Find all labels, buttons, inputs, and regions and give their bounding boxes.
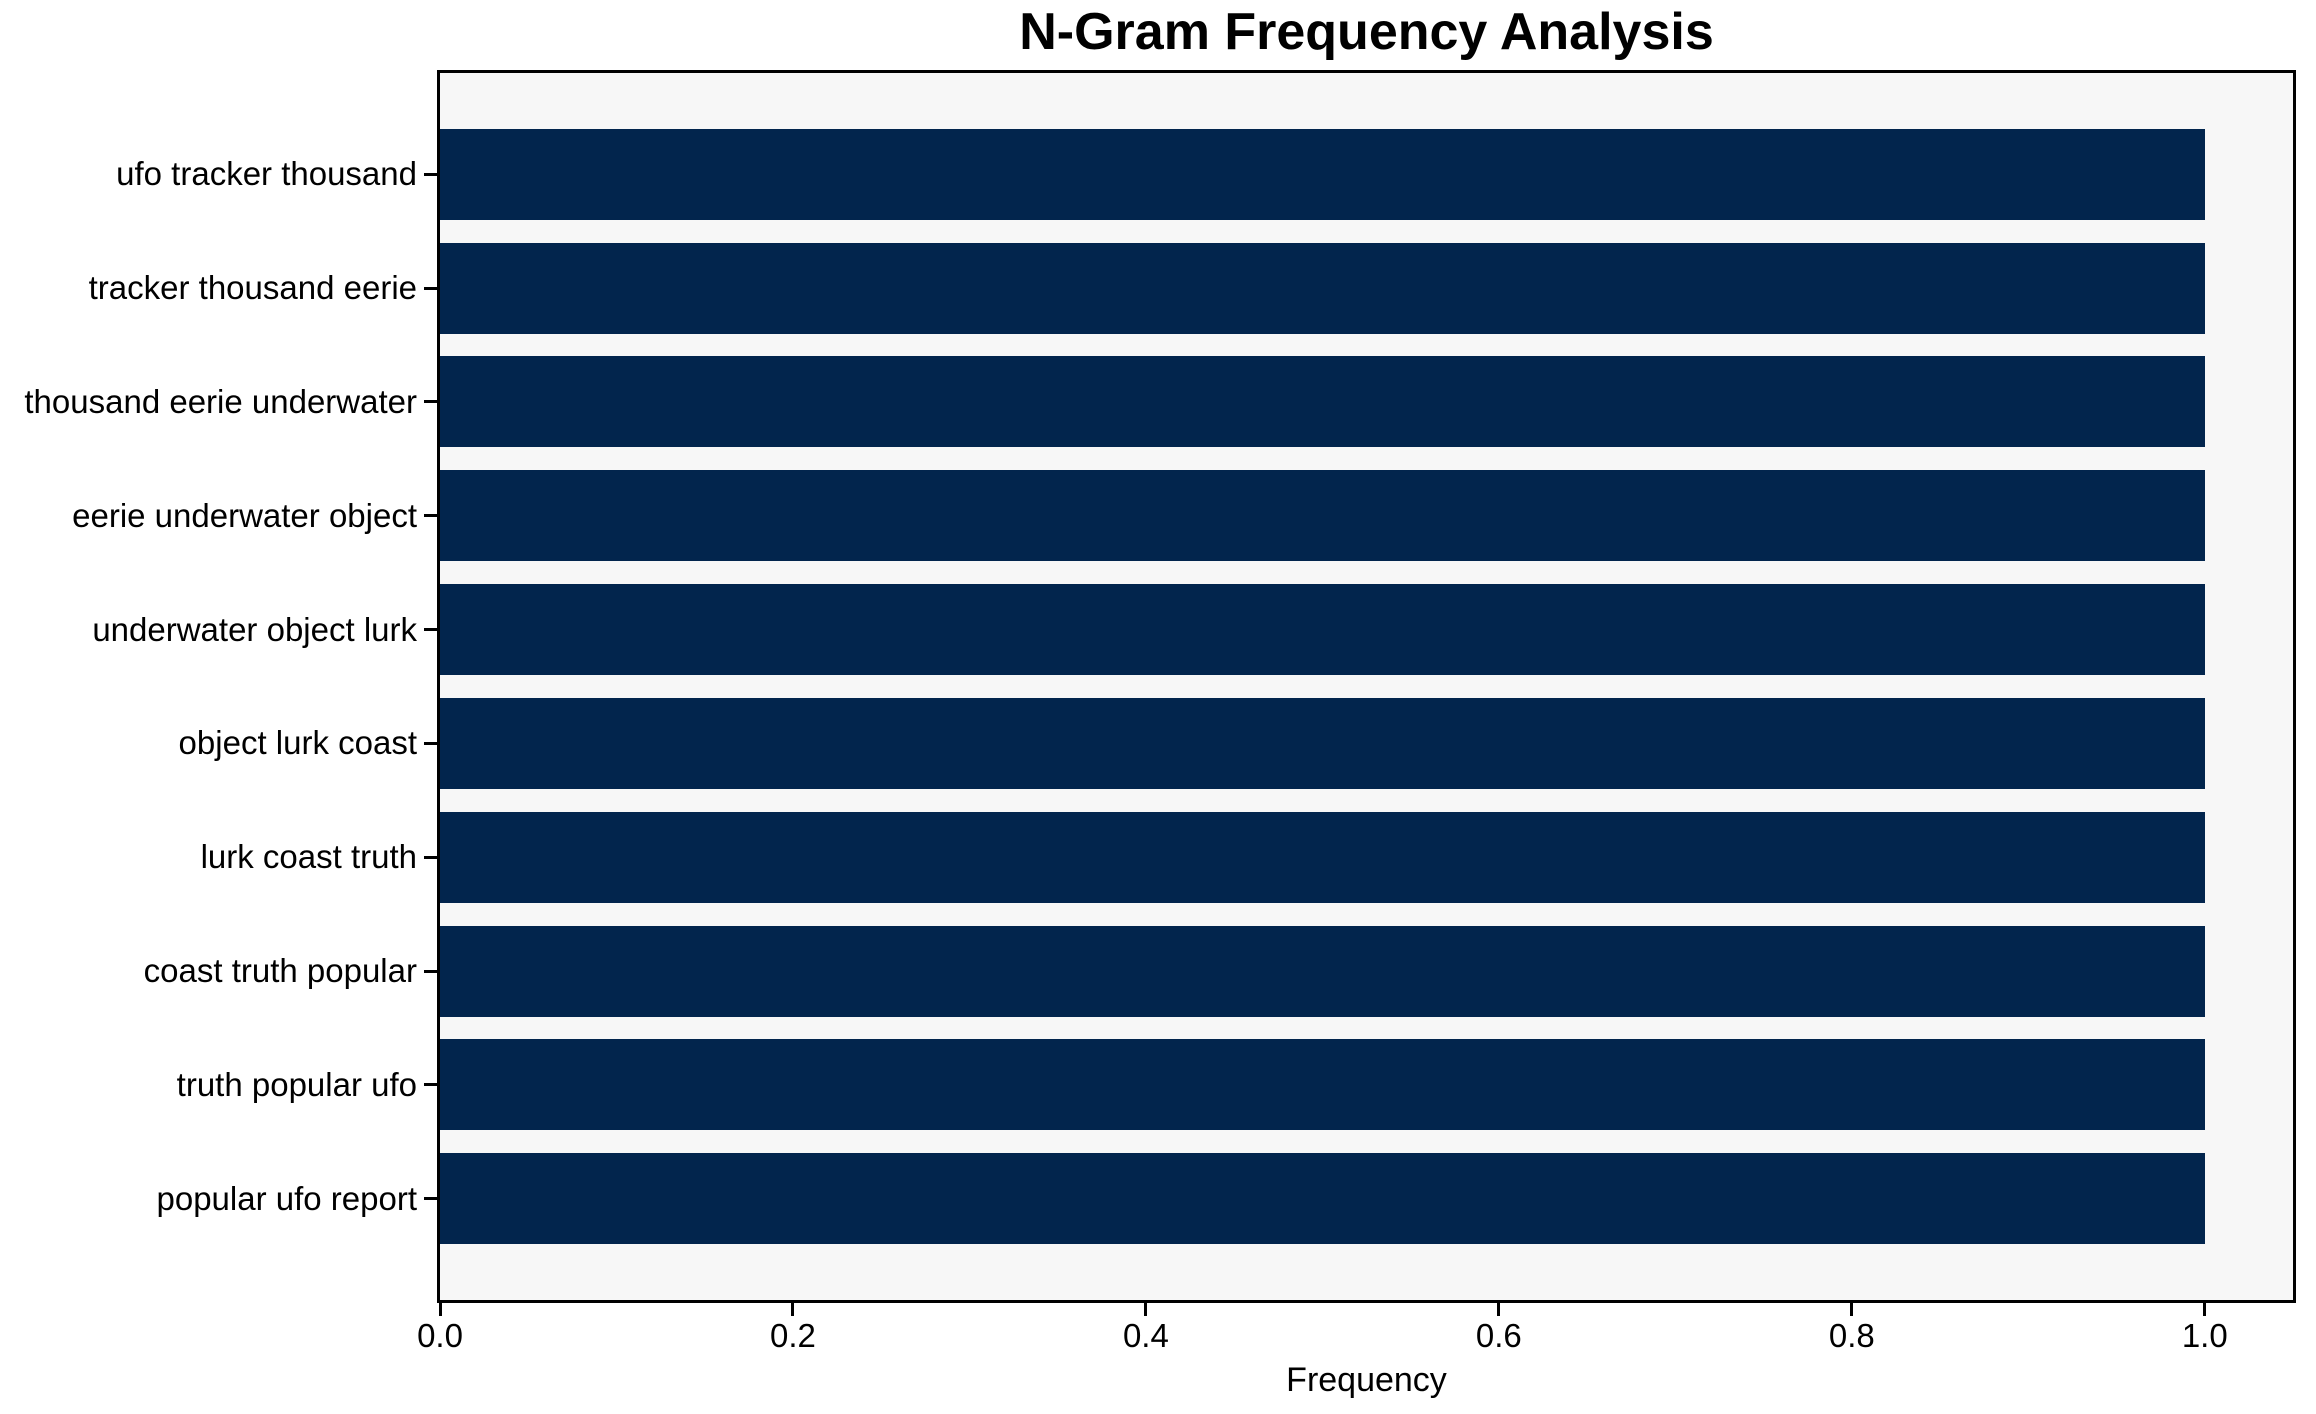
x-tick-label: 0.6 <box>1475 1317 1522 1354</box>
x-tick-label: 0.4 <box>1122 1317 1169 1354</box>
x-tick-mark <box>1850 1303 1854 1316</box>
y-tick-label: tracker thousand eerie <box>88 269 417 307</box>
bar <box>440 697 2205 789</box>
y-tick-label: eerie underwater object <box>72 496 417 534</box>
y-tick-label: ufo tracker thousand <box>116 155 417 193</box>
y-tick-label: truth popular ufo <box>176 1065 417 1103</box>
bar <box>440 128 2205 220</box>
x-axis-title: Frequency <box>1286 1361 1447 1399</box>
bar <box>440 1153 2205 1245</box>
y-tick-label: object lurk coast <box>178 724 417 762</box>
y-tick-mark <box>424 1197 437 1201</box>
y-tick-mark <box>424 172 437 176</box>
bar <box>440 356 2205 448</box>
x-tick-mark <box>2203 1303 2207 1316</box>
bar <box>440 470 2205 562</box>
bar <box>440 242 2205 334</box>
x-tick-label: 0.2 <box>770 1317 816 1354</box>
x-tick-mark <box>1144 1303 1148 1316</box>
x-tick-mark <box>1497 1303 1501 1316</box>
y-tick-label: coast truth popular <box>143 952 417 990</box>
y-tick-label: lurk coast truth <box>200 838 417 876</box>
x-tick-mark <box>791 1303 795 1316</box>
y-tick-mark <box>424 628 437 632</box>
bar <box>440 584 2205 676</box>
y-tick-label: popular ufo report <box>156 1179 417 1217</box>
y-tick-mark <box>424 514 437 518</box>
y-tick-mark <box>424 286 437 290</box>
bar <box>440 925 2205 1017</box>
x-tick-label: 1.0 <box>2181 1317 2228 1354</box>
x-tick-label: 0.0 <box>417 1317 463 1354</box>
x-tick-mark <box>438 1303 442 1316</box>
y-tick-mark <box>424 1083 437 1087</box>
y-tick-mark <box>424 741 437 745</box>
plot-area <box>437 70 2296 1303</box>
bar <box>440 1039 2205 1131</box>
y-tick-mark <box>424 855 437 859</box>
y-tick-label: thousand eerie underwater <box>24 382 417 420</box>
y-tick-mark <box>424 400 437 404</box>
y-tick-mark <box>424 969 437 973</box>
y-tick-label: underwater object lurk <box>92 610 417 648</box>
chart-title: N-Gram Frequency Analysis <box>1019 3 1714 61</box>
bar <box>440 811 2205 903</box>
x-tick-label: 0.8 <box>1828 1317 1875 1354</box>
